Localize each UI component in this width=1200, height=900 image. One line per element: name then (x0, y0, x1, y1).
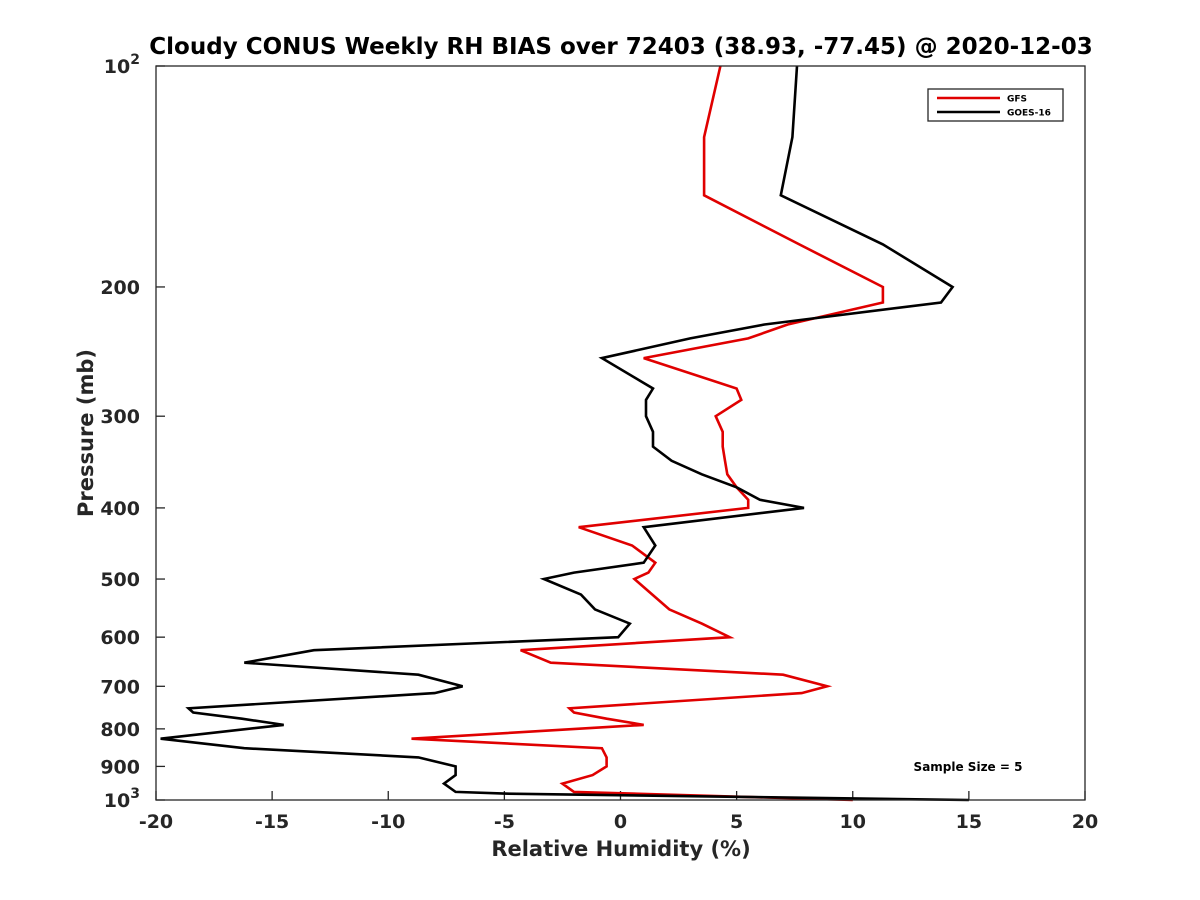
x-tick-label: 10 (840, 811, 866, 833)
chart-title: Cloudy CONUS Weekly RH BIAS over 72403 (… (149, 34, 1092, 60)
series-line-goes-16 (160, 65, 969, 802)
x-tick-label: -20 (139, 811, 173, 833)
x-tick-label: -15 (255, 811, 289, 833)
y-tick-label: 800 (100, 719, 140, 741)
y-tick-exponent: 2 (130, 52, 140, 68)
x-axis-ticks: -20 -15 -10 -5 0 5 10 15 20 (139, 791, 1098, 833)
y-tick-label: 500 (100, 569, 140, 591)
y-tick-label: 600 (100, 627, 140, 649)
y-tick-exponent: 3 (130, 786, 140, 802)
y-tick-label: 102 (104, 52, 140, 78)
y-tick-base: 10 (104, 56, 130, 78)
plot-frame (155, 65, 1086, 801)
y-axis-label: Pressure (mb) (74, 349, 98, 517)
x-tick-label: 20 (1072, 811, 1098, 833)
x-tick-label: 0 (614, 811, 627, 833)
sample-size-annotation: Sample Size = 5 (914, 760, 1023, 774)
x-axis-label: Relative Humidity (%) (491, 837, 750, 861)
y-tick-base: 10 (104, 790, 130, 812)
y-tick-label: 700 (100, 676, 140, 698)
x-tick-label: -5 (494, 811, 515, 833)
y-tick-label: 200 (100, 277, 140, 299)
x-tick-label: -10 (371, 811, 405, 833)
y-tick-label: 300 (100, 406, 140, 428)
series-line-gfs (411, 65, 885, 802)
y-tick-label: 400 (100, 498, 140, 520)
x-tick-label: 15 (956, 811, 982, 833)
legend-box (927, 88, 1064, 122)
x-tick-label: 5 (730, 811, 743, 833)
legend: GFS GOES-16 (927, 88, 1064, 122)
series-lines (160, 65, 969, 802)
legend-label: GOES-16 (1007, 109, 1051, 119)
y-tick-label: 103 (104, 786, 140, 812)
y-tick-label: 900 (100, 756, 140, 778)
legend-label: GFS (1007, 95, 1027, 105)
